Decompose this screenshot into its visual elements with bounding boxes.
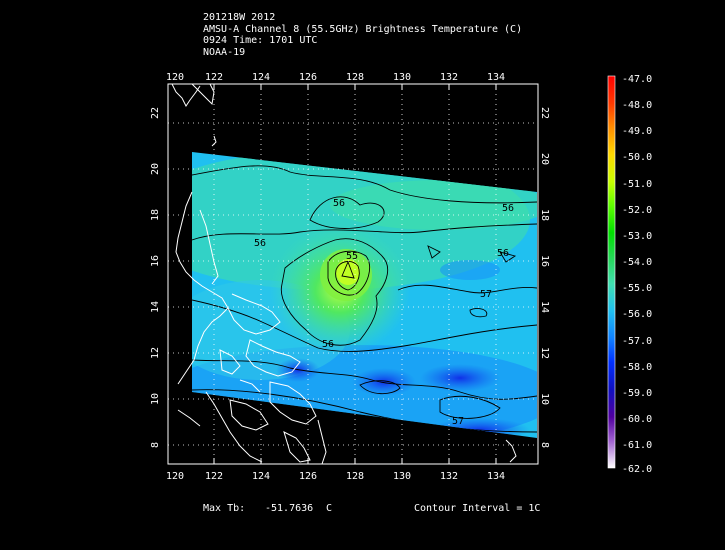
colorbar-label: -61.0 <box>622 440 652 451</box>
bottom-lon-label: 132 <box>440 471 458 482</box>
colorbar <box>608 76 615 468</box>
graticule <box>168 84 538 464</box>
bottom-lon-label: 130 <box>393 471 411 482</box>
bottom-lon-label: 120 <box>166 471 184 482</box>
top-lon-label: 130 <box>393 72 411 83</box>
left-lat-label: 8 <box>150 442 161 448</box>
tick-marks <box>213 84 497 464</box>
right-lat-label: 10 <box>539 393 550 405</box>
contour-label: 56 <box>497 248 509 259</box>
left-lat-label: 10 <box>150 393 161 405</box>
top-lon-label: 134 <box>487 72 505 83</box>
right-lat-label: 20 <box>539 153 550 165</box>
right-lat-label: 8 <box>539 442 550 448</box>
top-lon-label: 122 <box>205 72 223 83</box>
right-lat-label: 18 <box>539 209 550 221</box>
bottom-lon-label: 122 <box>205 471 223 482</box>
top-lon-labels: 120 122 124 126 128 130 132 134 <box>166 72 505 83</box>
header-storm-id: 201218W 2012 <box>203 12 276 23</box>
colorbar-label: -60.0 <box>622 414 652 425</box>
contour-label: 56 <box>254 238 266 249</box>
contour-label: 56 <box>333 198 345 209</box>
colorbar-label: -52.0 <box>622 205 652 216</box>
top-lon-label: 126 <box>299 72 317 83</box>
bottom-lon-labels: 120 122 124 126 128 130 132 134 <box>166 471 505 482</box>
right-lat-label: 12 <box>539 347 550 359</box>
colorbar-label: -62.0 <box>622 464 652 475</box>
colorbar-label: -48.0 <box>622 100 652 111</box>
contour-label: 57 <box>480 289 492 300</box>
left-lat-label: 18 <box>150 209 161 221</box>
colorbar-label: -51.0 <box>622 179 652 190</box>
colorbar-label: -55.0 <box>622 283 652 294</box>
colorbar-labels: -47.0 -48.0 -49.0 -50.0 -51.0 -52.0 -53.… <box>622 74 652 475</box>
contour-label: 57 <box>452 416 464 427</box>
colorbar-label: -49.0 <box>622 126 652 137</box>
header-satellite: NOAA-19 <box>203 46 246 58</box>
left-lat-label: 14 <box>150 301 161 313</box>
contour-label: 56 <box>502 203 514 214</box>
right-lat-label: 16 <box>539 255 550 267</box>
colorbar-label: -59.0 <box>622 388 652 399</box>
bottom-lon-label: 124 <box>252 471 270 482</box>
colorbar-label: -54.0 <box>622 257 652 268</box>
max-tb-label: Max Tb: <box>203 503 246 514</box>
bottom-lon-label: 134 <box>487 471 505 482</box>
header-time: 0924 Time: 1701 UTC <box>203 35 318 46</box>
colorbar-label: -58.0 <box>622 362 652 373</box>
map-frame <box>167 83 539 465</box>
max-tb-value: -51.7636 <box>265 503 314 514</box>
top-lon-label: 128 <box>346 72 364 83</box>
colorbar-label: -56.0 <box>622 309 652 320</box>
bottom-lon-label: 128 <box>346 471 364 482</box>
contour-label: 55 <box>346 251 358 262</box>
top-lon-label: 132 <box>440 72 458 83</box>
colorbar-label: -57.0 <box>622 336 652 347</box>
left-lat-label: 12 <box>150 347 161 359</box>
left-lat-label: 22 <box>150 107 161 119</box>
contour-interval: Contour Interval = 1C <box>414 503 541 514</box>
header-title: AMSU-A Channel 8 (55.5GHz) Brightness Te… <box>203 23 523 35</box>
left-lat-label: 16 <box>150 255 161 267</box>
right-lat-label: 14 <box>539 301 550 313</box>
contour-value-labels: 56 56 55 56 56 57 56 57 <box>254 198 514 427</box>
left-lat-labels: 8 10 12 14 16 18 20 22 <box>150 107 161 448</box>
right-lat-labels: 8 10 12 14 16 18 20 22 <box>539 107 550 448</box>
colorbar-label: -50.0 <box>622 152 652 163</box>
left-lat-label: 20 <box>150 163 161 175</box>
top-lon-label: 120 <box>166 72 184 83</box>
bottom-lon-label: 126 <box>299 471 317 482</box>
contour-lines <box>192 165 537 433</box>
colorbar-label: -47.0 <box>622 74 652 85</box>
max-tb-unit: C <box>326 503 333 514</box>
contour-label: 56 <box>322 339 334 350</box>
header: 201218W 2012 AMSU-A Channel 8 (55.5GHz) … <box>203 12 522 58</box>
top-lon-label: 124 <box>252 72 270 83</box>
colorbar-frame <box>607 75 616 469</box>
right-lat-label: 22 <box>539 107 550 119</box>
colorbar-label: -53.0 <box>622 231 652 242</box>
